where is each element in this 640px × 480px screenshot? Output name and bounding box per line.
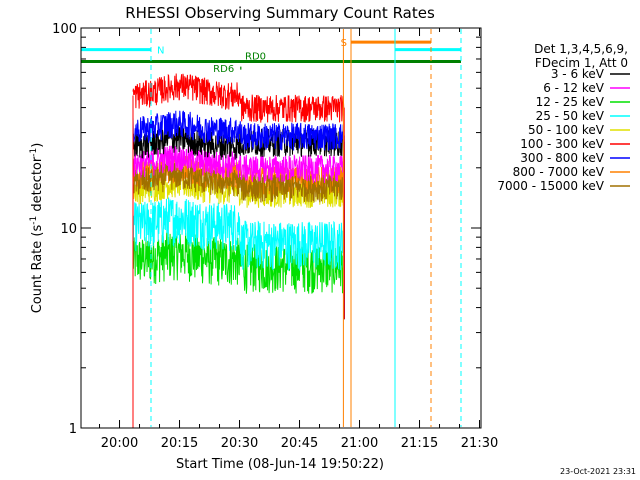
y-tick-label-2: 100 (52, 22, 77, 37)
x-tick-label-1: 20:15 (161, 436, 198, 451)
legend-label-0: 3 - 6 keV (551, 67, 605, 81)
x-axis: 20:00 20:15 20:30 20:45 21:00 21:15 21:30 (99, 28, 498, 451)
series-trace (132, 73, 345, 123)
legend-label-4: 50 - 100 keV (528, 123, 605, 137)
x-tick-label-3: 20:45 (281, 436, 318, 451)
y-axis-label-part3: ) (30, 143, 45, 148)
legend-label-3: 25 - 50 keV (536, 109, 605, 123)
y-axis-label-part2: detector (30, 156, 45, 216)
y-axis-label: Count Rate (s-1 detector-1) (29, 143, 45, 314)
y-axis: 1 10 100 (52, 22, 481, 437)
legend-label-8: 7000 - 15000 keV (497, 179, 604, 193)
y-axis-label-part1: Count Rate (s (30, 225, 45, 314)
x-tick-label-2: 20:30 (221, 436, 258, 451)
x-tick-label-0: 20:00 (101, 436, 138, 451)
y-tick-label-1: 10 (60, 222, 77, 237)
chart-title: RHESSI Observing Summary Count Rates (125, 4, 435, 22)
legend-header-line1: Det 1,3,4,5,6,9, (534, 42, 628, 56)
y-tick-label-0: 1 (69, 422, 77, 437)
flag-label-3: RD0 (245, 51, 266, 62)
legend-label-2: 12 - 25 keV (536, 95, 605, 109)
data-layer (132, 73, 345, 428)
x-tick-label-4: 21:00 (341, 436, 378, 451)
vline-layer (150, 29, 462, 427)
series-trace (132, 230, 345, 294)
legend-label-6: 300 - 800 keV (520, 151, 604, 165)
series-100-300-kev (132, 73, 345, 428)
legend: Det 1,3,4,5,6,9, FDecim 1, Att 0 3 - 6 k… (497, 42, 630, 193)
y-axis-label-sup1: -1 (29, 216, 39, 225)
series-trace (132, 144, 345, 183)
series-trace (132, 197, 345, 271)
legend-label-1: 6 - 12 keV (543, 81, 605, 95)
x-axis-label: Start Time (08-Jun-14 19:50:22) (176, 457, 384, 472)
flag-label-0: N (157, 46, 164, 57)
series-trace (132, 110, 345, 151)
legend-label-5: 100 - 300 keV (520, 137, 604, 151)
x-tick-label-5: 21:15 (401, 436, 438, 451)
flag-label-4: RD6 (213, 64, 234, 75)
x-tick-label-6: 21:30 (461, 436, 498, 451)
legend-label-7: 800 - 7000 keV (513, 165, 605, 179)
y-axis-label-sup2: -1 (29, 148, 39, 157)
legend-header-line2: FDecim 1, Att 0 (535, 56, 628, 70)
footer-date: 23-Oct-2021 23:31 (560, 467, 636, 476)
